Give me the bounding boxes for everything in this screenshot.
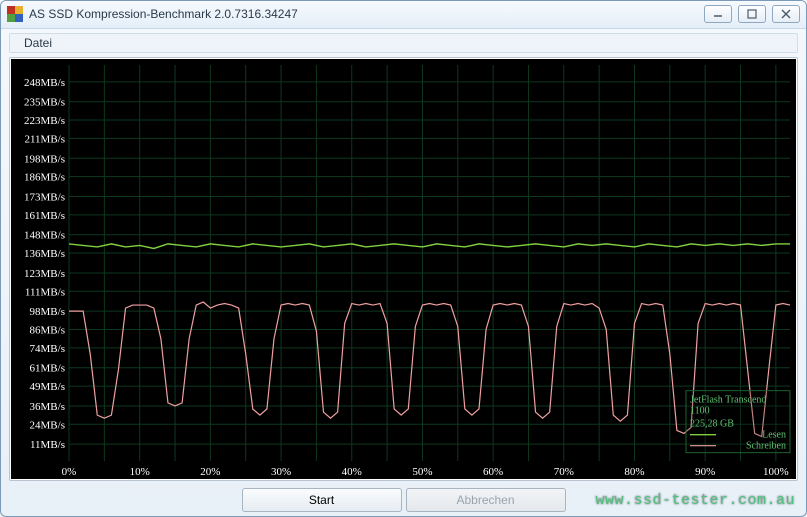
svg-text:148MB/s: 148MB/s — [24, 230, 65, 242]
minimize-icon — [713, 10, 723, 18]
minimize-button[interactable] — [704, 5, 732, 23]
button-bar: Start Abbrechen — [1, 485, 806, 516]
svg-text:1100: 1100 — [690, 406, 710, 417]
svg-text:90%: 90% — [695, 466, 715, 478]
svg-text:74MB/s: 74MB/s — [30, 343, 65, 355]
svg-text:Lesen: Lesen — [762, 430, 786, 441]
close-icon — [781, 9, 791, 19]
svg-text:40%: 40% — [342, 466, 362, 478]
svg-text:161MB/s: 161MB/s — [24, 210, 65, 222]
titlebar: AS SSD Kompression-Benchmark 2.0.7316.34… — [1, 1, 806, 29]
maximize-icon — [747, 9, 757, 19]
svg-text:225,28 GB: 225,28 GB — [690, 419, 734, 430]
svg-text:248MB/s: 248MB/s — [24, 77, 65, 89]
maximize-button[interactable] — [738, 5, 766, 23]
svg-text:211MB/s: 211MB/s — [24, 133, 65, 145]
svg-text:0%: 0% — [62, 466, 77, 478]
svg-text:30%: 30% — [271, 466, 291, 478]
svg-text:20%: 20% — [200, 466, 220, 478]
svg-text:235MB/s: 235MB/s — [24, 97, 65, 109]
window-title: AS SSD Kompression-Benchmark 2.0.7316.34… — [29, 7, 704, 21]
svg-text:223MB/s: 223MB/s — [24, 115, 65, 127]
svg-text:10%: 10% — [130, 466, 150, 478]
app-icon — [7, 6, 23, 22]
svg-text:80%: 80% — [624, 466, 644, 478]
svg-text:198MB/s: 198MB/s — [24, 153, 65, 165]
svg-text:Schreiben: Schreiben — [746, 441, 786, 452]
svg-text:24MB/s: 24MB/s — [30, 419, 65, 431]
window-controls — [704, 5, 800, 23]
svg-text:70%: 70% — [554, 466, 574, 478]
compression-chart: 11MB/s 24MB/s 36MB/s 49MB/s 61MB/s 74MB/s 86MB… — [11, 59, 796, 479]
svg-text:98MB/s: 98MB/s — [30, 306, 65, 318]
svg-text:100%: 100% — [763, 466, 789, 478]
start-button[interactable]: Start — [242, 488, 402, 512]
menubar: Datei — [9, 33, 798, 53]
cancel-button[interactable]: Abbrechen — [406, 488, 566, 512]
svg-text:86MB/s: 86MB/s — [30, 324, 65, 336]
menu-file[interactable]: Datei — [18, 34, 58, 52]
svg-text:50%: 50% — [412, 466, 432, 478]
svg-text:49MB/s: 49MB/s — [30, 381, 65, 393]
svg-text:123MB/s: 123MB/s — [24, 268, 65, 280]
close-button[interactable] — [772, 5, 800, 23]
chart-frame: 11MB/s 24MB/s 36MB/s 49MB/s 61MB/s 74MB/s 86MB… — [9, 57, 798, 481]
svg-text:111MB/s: 111MB/s — [25, 286, 65, 298]
app-window: AS SSD Kompression-Benchmark 2.0.7316.34… — [0, 0, 807, 517]
svg-text:11MB/s: 11MB/s — [30, 439, 65, 451]
svg-text:36MB/s: 36MB/s — [30, 401, 65, 413]
svg-text:186MB/s: 186MB/s — [24, 171, 65, 183]
svg-text:61MB/s: 61MB/s — [30, 363, 65, 375]
svg-text:173MB/s: 173MB/s — [24, 191, 65, 203]
svg-text:136MB/s: 136MB/s — [24, 248, 65, 260]
svg-text:JetFlash Transcend: JetFlash Transcend — [690, 395, 766, 406]
svg-text:60%: 60% — [483, 466, 503, 478]
